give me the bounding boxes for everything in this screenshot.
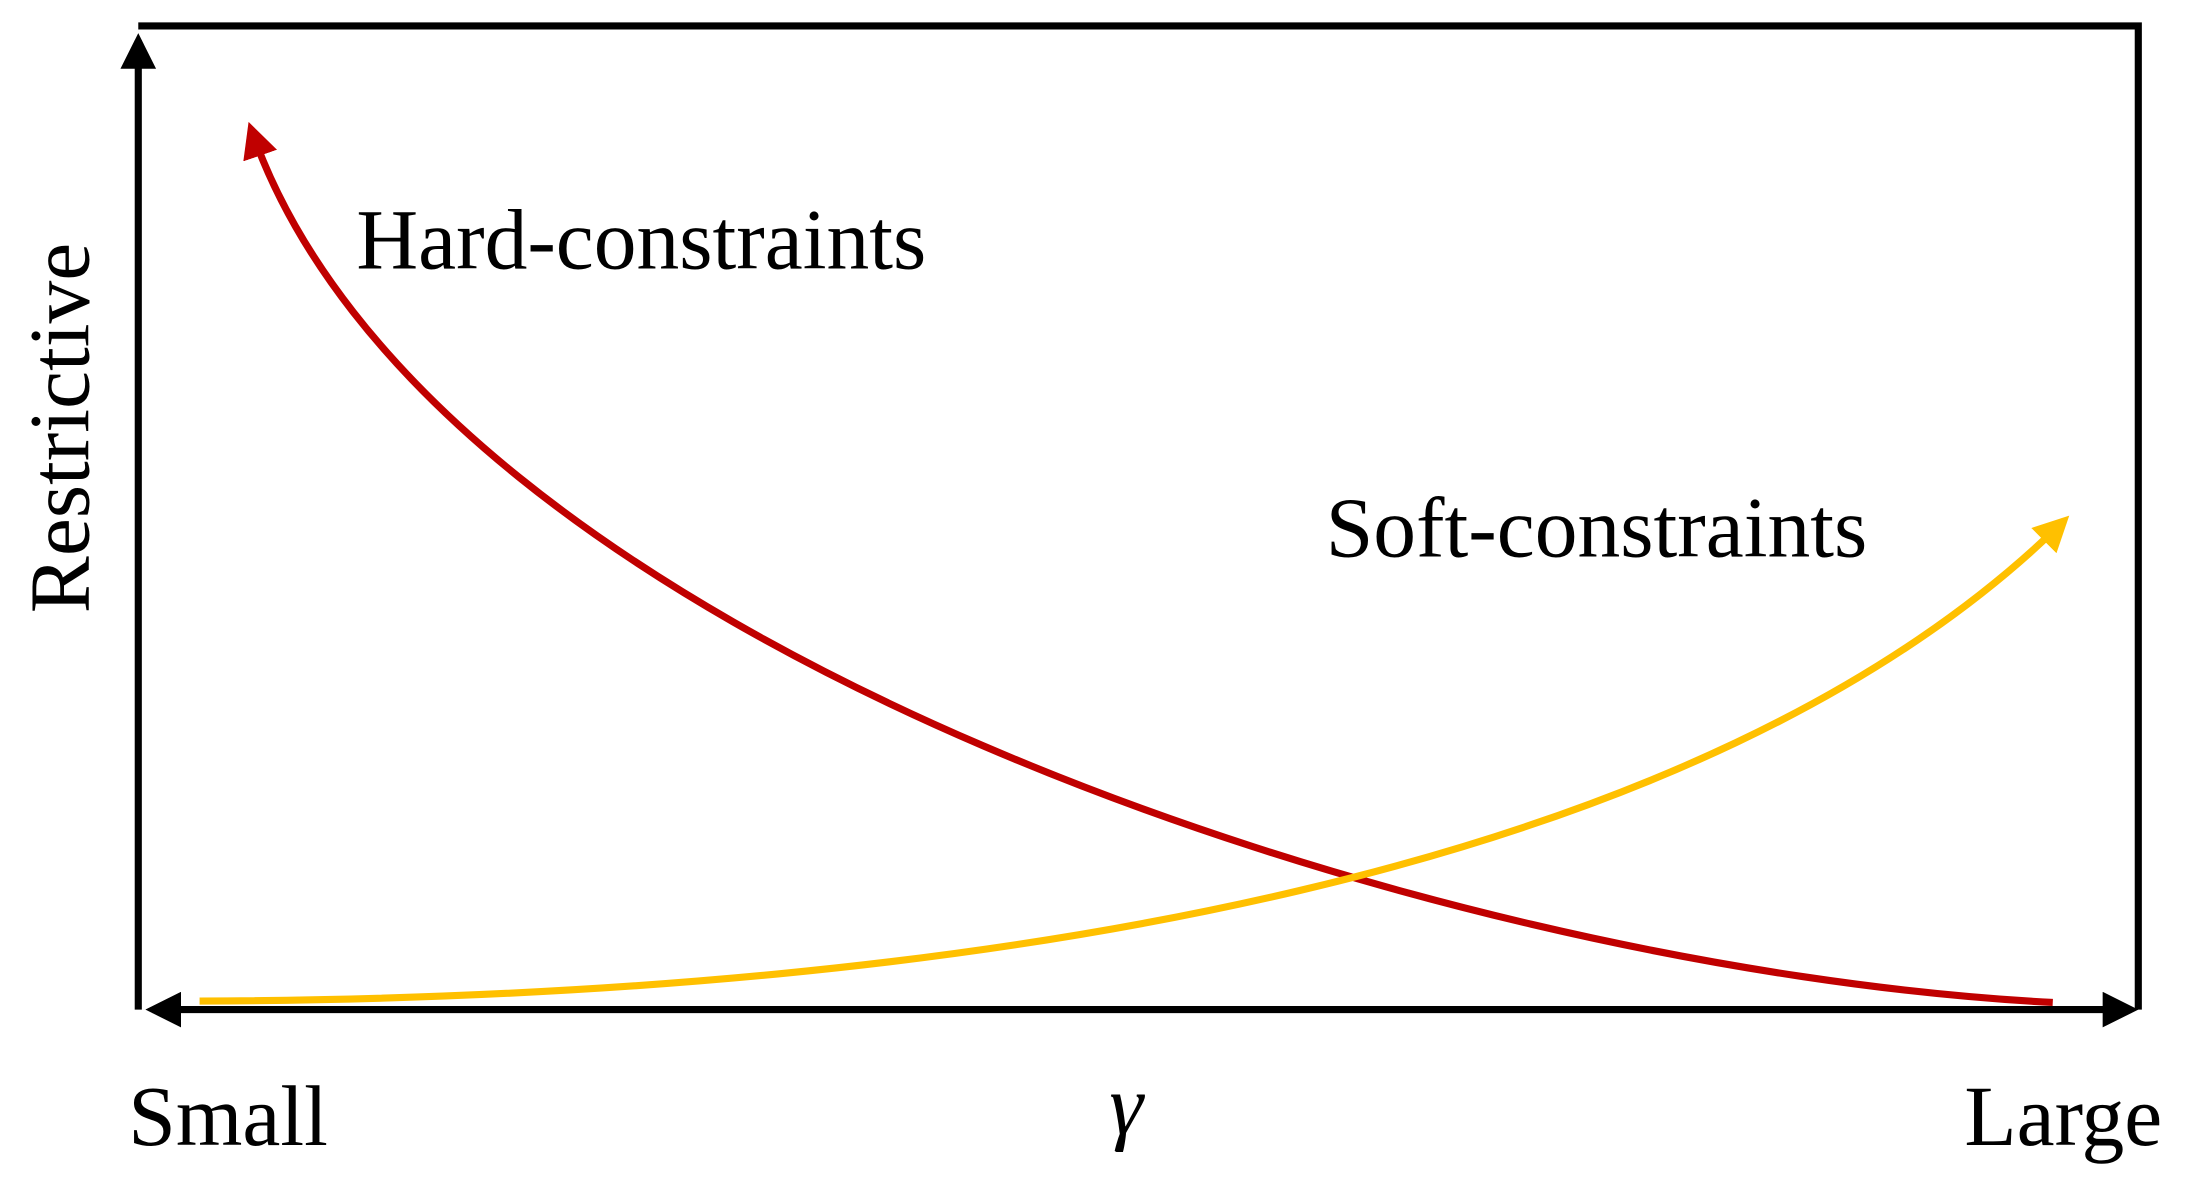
y-axis-label: Restrictive (12, 243, 107, 613)
frame (138, 22, 2142, 1010)
soft-label: Soft-constraints (1326, 480, 1868, 575)
hard-label: Hard-constraints (356, 192, 926, 287)
x-center-label: γ (1109, 1058, 1145, 1153)
x-right-label: Large (1964, 1069, 2162, 1164)
x-left-label: Small (128, 1069, 328, 1164)
hard-curve (243, 121, 2053, 1007)
soft-curve (199, 515, 2070, 1005)
